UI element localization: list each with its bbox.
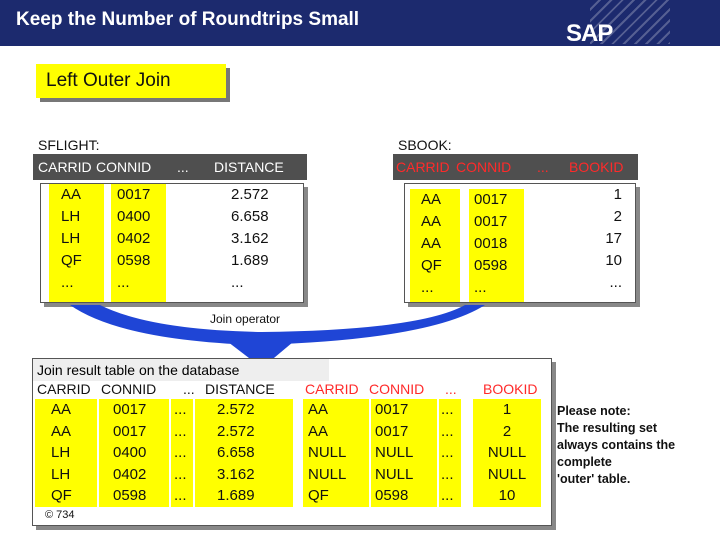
left-outer-join-badge: Left Outer Join: [36, 64, 226, 98]
sbook-col-connid: CONNID: [456, 159, 512, 175]
sflight-col-distance: DISTANCE: [214, 159, 284, 175]
sbook-label: SBOOK:: [398, 137, 452, 153]
result-col-carrid-2: CARRID: [305, 381, 359, 397]
result-col-carrid: CARRID: [37, 381, 91, 397]
result-connid-2-column: 0017 0017 NULL NULL 0598: [371, 399, 437, 507]
sflight-table: AA LH LH QF ... 0017 0400 0402 0598 ... …: [40, 183, 304, 303]
result-col-connid-2: CONNID: [369, 381, 425, 397]
join-result-title: Join result table on the database: [33, 359, 329, 381]
copyright-text: © 734: [45, 509, 75, 521]
result-ellipsis-column-2: ... ... ... ... ...: [439, 399, 461, 507]
sbook-connid-column: 0017 0017 0018 0598 ...: [469, 189, 524, 302]
sbook-header: CARRID CONNID ... BOOKID: [393, 154, 638, 180]
sflight-label: SFLIGHT:: [38, 137, 100, 153]
sflight-header: CARRID CONNID ... DISTANCE: [33, 154, 307, 180]
result-ellipsis-column-1: ... ... ... ... ...: [171, 399, 193, 507]
result-carrid-column: AA AA LH LH QF: [35, 399, 97, 507]
result-col-ellipsis-1: ...: [183, 381, 195, 397]
result-col-distance: DISTANCE: [205, 381, 275, 397]
sbook-carrid-column: AA AA AA QF ...: [410, 189, 460, 302]
sbook-bookid-column: 1 2 17 10 ...: [605, 186, 622, 291]
sbook-col-carrid: CARRID: [396, 159, 450, 175]
sflight-col-ellipsis: ...: [177, 159, 189, 175]
sbook-table: AA AA AA QF ... 0017 0017 0018 0598 ... …: [404, 183, 636, 303]
result-distance-column: 2.572 2.572 6.658 3.162 1.689: [195, 399, 293, 507]
result-carrid-2-column: AA AA NULL NULL QF: [303, 399, 369, 507]
sflight-col-connid: CONNID: [96, 159, 152, 175]
result-bookid-column: 1 2 NULL NULL 10: [473, 399, 541, 507]
result-col-ellipsis-2: ...: [445, 381, 457, 397]
sflight-carrid-column: AA LH LH QF ...: [49, 184, 104, 302]
please-note-text: Please note: The resulting set always co…: [557, 404, 676, 486]
page-title: Keep the Number of Roundtrips Small: [16, 9, 360, 30]
sbook-col-bookid: BOOKID: [569, 159, 624, 175]
sbook-col-ellipsis: ...: [537, 159, 549, 175]
result-col-bookid: BOOKID: [483, 381, 538, 397]
header-bar: [0, 0, 720, 46]
join-operator-label: Join operator: [210, 312, 281, 326]
sflight-col-carrid: CARRID: [38, 159, 92, 175]
sflight-distance-column: 2.572 6.658 3.162 1.689 ...: [231, 186, 269, 291]
sflight-connid-column: 0017 0400 0402 0598 ...: [111, 184, 166, 302]
sap-logo: SAP: [566, 20, 613, 47]
result-col-connid: CONNID: [101, 381, 157, 397]
result-connid-column: 0017 0017 0400 0402 0598: [99, 399, 169, 507]
join-result-table: Join result table on the database CARRID…: [32, 358, 552, 526]
header-decoration: [590, 0, 670, 44]
